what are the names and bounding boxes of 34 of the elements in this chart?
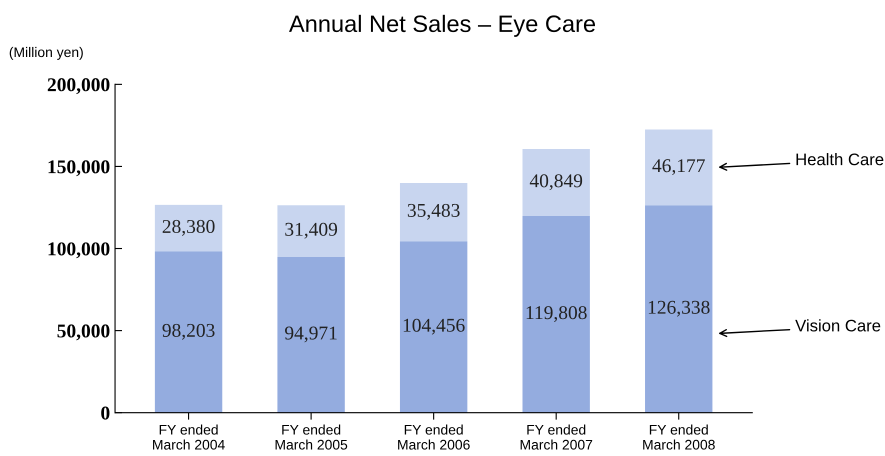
bar xyxy=(277,205,345,257)
y-tick-label: 150,000 xyxy=(48,160,110,176)
y-tick-label: 200,000 xyxy=(48,78,110,94)
data-label: 119,808 xyxy=(526,306,587,322)
bar xyxy=(400,241,468,413)
bar xyxy=(522,148,590,216)
data-label: 31,409 xyxy=(285,222,338,239)
data-label: 46,177 xyxy=(652,159,705,176)
data-label: 28,380 xyxy=(162,220,215,236)
y-tick-label: 0 xyxy=(101,406,110,420)
x-tick-label: FY ended March 2007 xyxy=(520,424,592,450)
bar xyxy=(277,256,345,413)
data-label: 104,456 xyxy=(404,318,465,335)
bar xyxy=(522,216,590,413)
bar xyxy=(154,251,222,413)
bar xyxy=(645,205,712,413)
x-tick-label: FY ended March 2004 xyxy=(153,424,225,450)
data-label: 35,483 xyxy=(408,204,460,220)
x-tick-label: FY ended March 2008 xyxy=(643,424,715,450)
data-label: 126,338 xyxy=(648,300,710,317)
bar xyxy=(400,182,468,242)
x-tick-label: FY ended March 2006 xyxy=(398,424,470,450)
chart-title: Annual Net Sales – Eye Care xyxy=(288,14,596,37)
text: Vision Care xyxy=(795,319,880,332)
bar xyxy=(645,129,712,206)
y-tick-label: 100,000 xyxy=(48,242,110,258)
data-label: 98,203 xyxy=(162,324,215,340)
data-label: 40,849 xyxy=(530,174,582,190)
x-tick-label: FY ended March 2005 xyxy=(276,424,348,450)
text: Health Care xyxy=(796,153,884,166)
y-tick-label: 50,000 xyxy=(57,324,110,340)
y-axis-title: (Million yen) xyxy=(10,46,83,60)
data-label: 94,971 xyxy=(285,326,337,342)
bar xyxy=(154,204,222,252)
